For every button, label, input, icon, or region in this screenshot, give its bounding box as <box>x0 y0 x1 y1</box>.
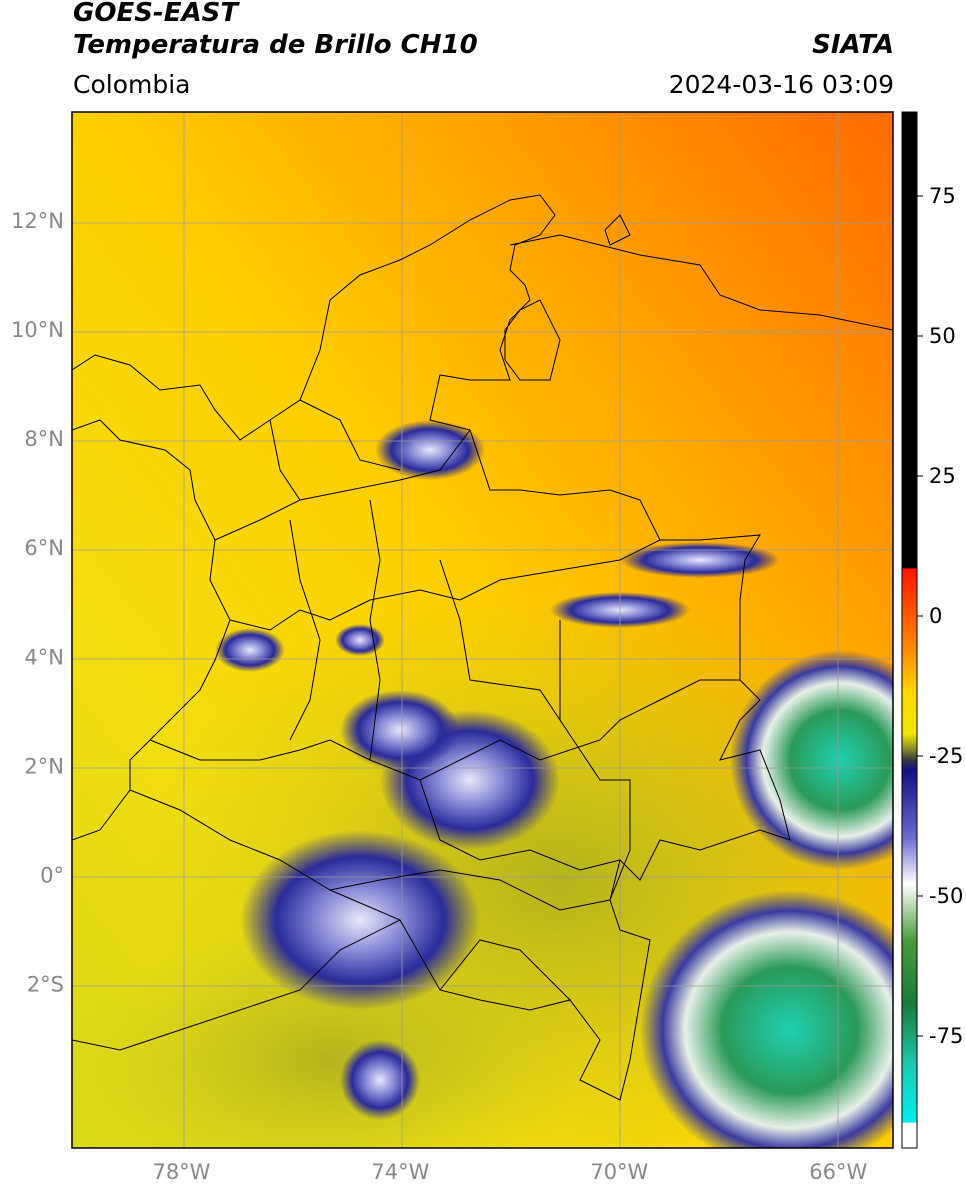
colorbar-tick-label: -50 <box>929 884 963 908</box>
colorbar-tick-label: 75 <box>929 184 956 208</box>
cold-cloud-south <box>240 830 480 1010</box>
lat-tick-label: 8°N <box>24 427 64 451</box>
satellite-title: GOES-EAST <box>73 0 239 28</box>
lat-tick-label: 6°N <box>24 536 64 560</box>
map-frame <box>71 111 894 1149</box>
organization-label: SIATA <box>812 30 894 60</box>
colorbar <box>901 111 918 1149</box>
borders <box>72 194 893 1101</box>
latitude-labels: 12°N 10°N 8°N 6°N 4°N 2°N 0° 2°S <box>11 209 64 996</box>
colorbar-ticks: 75 50 25 0 -25 -50 -75 <box>917 184 963 1048</box>
product-title: Temperatura de Brillo CH10 <box>73 30 478 60</box>
longitude-labels: 78°W 74°W 70°W 66°W <box>152 1160 867 1184</box>
lon-tick-label: 78°W <box>152 1160 210 1184</box>
lon-tick-label: 70°W <box>590 1160 648 1184</box>
region-label: Colombia <box>73 70 191 99</box>
cold-cloud-east <box>730 650 893 870</box>
lon-tick-label: 66°W <box>809 1160 867 1184</box>
lat-tick-label: 10°N <box>11 318 64 342</box>
colorbar-tick-label: -75 <box>929 1024 963 1048</box>
lat-tick-label: 0° <box>40 863 64 887</box>
lat-tick-label: 4°N <box>24 645 64 669</box>
colorbar-tick-label: 25 <box>929 464 956 488</box>
colorbar-tick-label: 50 <box>929 324 956 348</box>
timestamp-label: 2024-03-16 03:09 <box>668 70 894 99</box>
lon-tick-label: 74°W <box>371 1160 429 1184</box>
graticule <box>72 112 893 1148</box>
colorbar-tick-label: -25 <box>929 744 963 768</box>
lat-tick-label: 12°N <box>11 209 64 233</box>
colorbar-tick-label: 0 <box>929 604 942 628</box>
cold-cloud-southeast <box>640 890 893 1148</box>
lat-tick-label: 2°S <box>27 972 64 996</box>
lat-tick-label: 2°N <box>24 754 64 778</box>
